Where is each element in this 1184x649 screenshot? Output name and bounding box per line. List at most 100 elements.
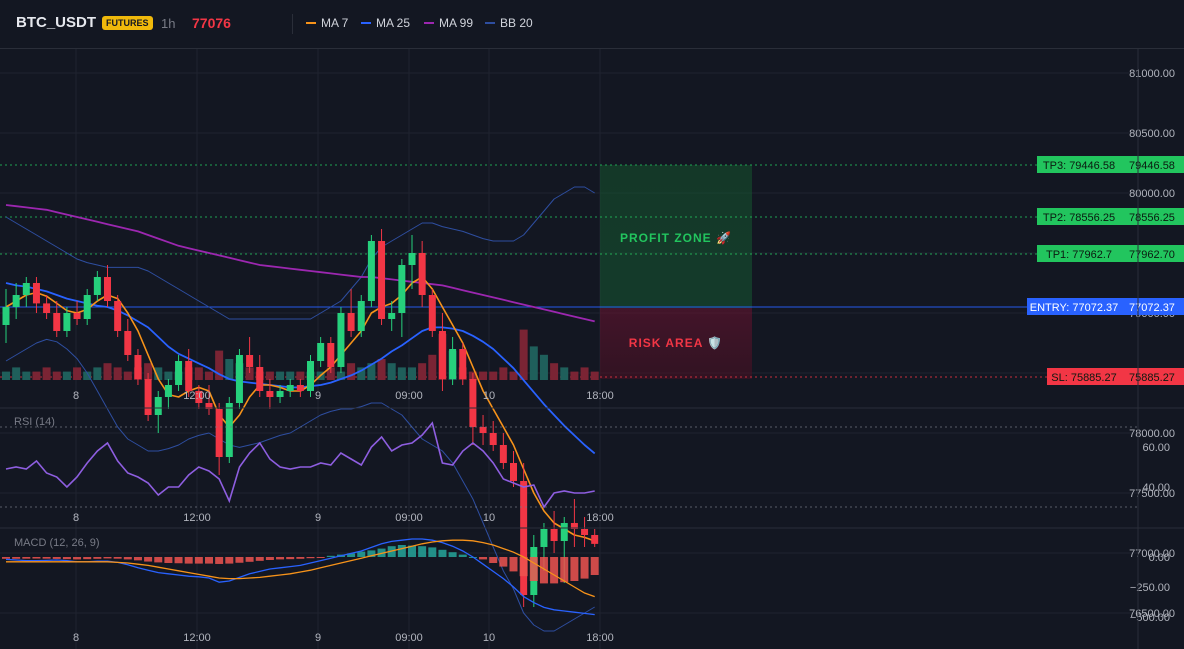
time-tick-label: 10 — [483, 632, 495, 644]
time-tick-label: 9 — [315, 632, 321, 644]
volume-bar — [164, 371, 173, 380]
volume-bar — [418, 363, 427, 380]
candle-body — [499, 445, 507, 463]
volume-bar — [580, 367, 589, 380]
legend-bb20[interactable]: BB 20 — [485, 16, 533, 30]
volume-bar — [489, 371, 498, 380]
time-axis-main[interactable]: 8 12:00 9 09:00 10 18:00 — [73, 390, 614, 402]
macd-histogram-bar — [316, 557, 325, 558]
price-tick-label: 81000.00 — [1129, 68, 1175, 80]
volume-bar — [326, 367, 335, 380]
candle-body — [286, 385, 294, 391]
volume-bar — [62, 371, 71, 380]
candle-body — [63, 313, 71, 331]
candle-body — [570, 523, 578, 529]
macd-histogram-bar — [418, 546, 427, 557]
macd-histogram-bar — [265, 557, 274, 560]
volume-bar — [336, 371, 345, 380]
macd-tick-label: 0.00 — [1149, 552, 1170, 564]
candle-body — [43, 303, 51, 313]
candle-body — [307, 361, 314, 391]
macd-histogram-bar — [194, 557, 203, 564]
candle-body — [205, 403, 213, 409]
level-value-entry-text: 77072.37 — [1129, 302, 1175, 314]
candle-body — [378, 241, 386, 319]
macd-histogram-bar — [184, 557, 193, 564]
candle-body — [266, 391, 274, 397]
volume-bar — [215, 350, 224, 380]
volume-bar — [377, 359, 386, 380]
volume-bar — [286, 371, 295, 380]
macd-histogram-bar — [52, 557, 61, 559]
volume-bar — [32, 371, 41, 380]
volume-bar — [245, 367, 254, 380]
level-value-tp3 — [1121, 156, 1184, 173]
macd-histogram-bar — [276, 557, 285, 560]
candle-body — [114, 301, 122, 331]
ma99-swatch — [424, 22, 434, 24]
candle-body — [418, 253, 426, 295]
macd-histogram-bar — [83, 557, 92, 560]
legend-ma25[interactable]: MA 25 — [361, 16, 410, 30]
volume-bar — [144, 363, 153, 380]
legend-ma7-label: MA 7 — [321, 16, 349, 30]
rsi-tick-label: 60.00 — [1142, 442, 1170, 454]
candle-body — [540, 529, 548, 547]
macd-histogram-bar — [164, 557, 173, 563]
time-tick-label: 9 — [315, 512, 321, 524]
bb-upper-line — [5, 186, 595, 320]
price-tick-label: 80500.00 — [1129, 128, 1175, 140]
rsi-pane: 60.00 40.00 — [0, 421, 1170, 509]
candle-body — [317, 343, 325, 361]
candle-body — [388, 313, 396, 319]
profit-zone — [600, 165, 752, 308]
macd-histogram-bar — [22, 557, 31, 559]
volume-bar — [367, 363, 376, 380]
level-value-entry — [1121, 298, 1184, 315]
candle-body — [83, 295, 91, 319]
macd-histogram-bar — [560, 557, 569, 583]
macd-histogram-bar — [347, 553, 356, 557]
volume-bar — [590, 371, 599, 380]
ma25-swatch — [361, 22, 371, 24]
time-tick-label: 18:00 — [586, 632, 614, 644]
time-tick-label: 8 — [73, 632, 79, 644]
macd-title: MACD (12, 26, 9) — [14, 537, 100, 549]
macd-histogram-bar — [215, 557, 224, 564]
chart-canvas[interactable]: PROFIT ZONE 🚀 RISK AREA 🛡️ 81000.00 80500… — [0, 49, 1184, 649]
macd-histogram-bar — [123, 557, 132, 560]
symbol-name[interactable]: BTC_USDT — [16, 14, 97, 31]
time-tick-label: 09:00 — [395, 632, 423, 644]
macd-histogram-bar — [235, 557, 244, 563]
timeframe-selector[interactable]: 1h — [161, 16, 176, 31]
risk-zone — [600, 308, 752, 379]
macd-histogram-bar — [499, 557, 508, 567]
legend-ma99[interactable]: MA 99 — [424, 16, 473, 30]
volume-bar — [225, 359, 234, 380]
candle-body — [185, 361, 193, 391]
legend-ma99-label: MA 99 — [439, 16, 474, 30]
volume-bar — [479, 371, 488, 380]
volume-bar — [347, 363, 356, 380]
time-tick-label: 18:00 — [586, 390, 614, 402]
price-tick-label: 77500.00 — [1129, 488, 1175, 500]
price-tick-label: 78000.00 — [1129, 428, 1175, 440]
candle-body — [489, 433, 497, 445]
candle-body — [510, 463, 517, 481]
candle-body — [438, 331, 446, 379]
candle-body — [347, 313, 355, 331]
volume-bar — [276, 371, 285, 380]
chart-header: BTC_USDT FUTURES 1h 77076 MA 7 MA 25 MA … — [0, 0, 1184, 49]
price-axis[interactable]: 81000.0080500.0080000.0079500.0079000.00… — [1129, 68, 1175, 620]
legend-ma7[interactable]: MA 7 — [306, 16, 348, 30]
candle-body — [175, 361, 183, 385]
macd-histogram-bar — [550, 557, 559, 584]
volume-bars — [2, 329, 599, 380]
rsi-title: RSI (14) — [14, 416, 55, 428]
time-tick-label: 8 — [73, 512, 79, 524]
last-price: 77076 — [192, 15, 231, 31]
volume-bar — [42, 367, 51, 380]
candle-body — [225, 403, 233, 457]
volume-bar — [509, 371, 518, 380]
macd-histogram-bar — [519, 557, 528, 577]
